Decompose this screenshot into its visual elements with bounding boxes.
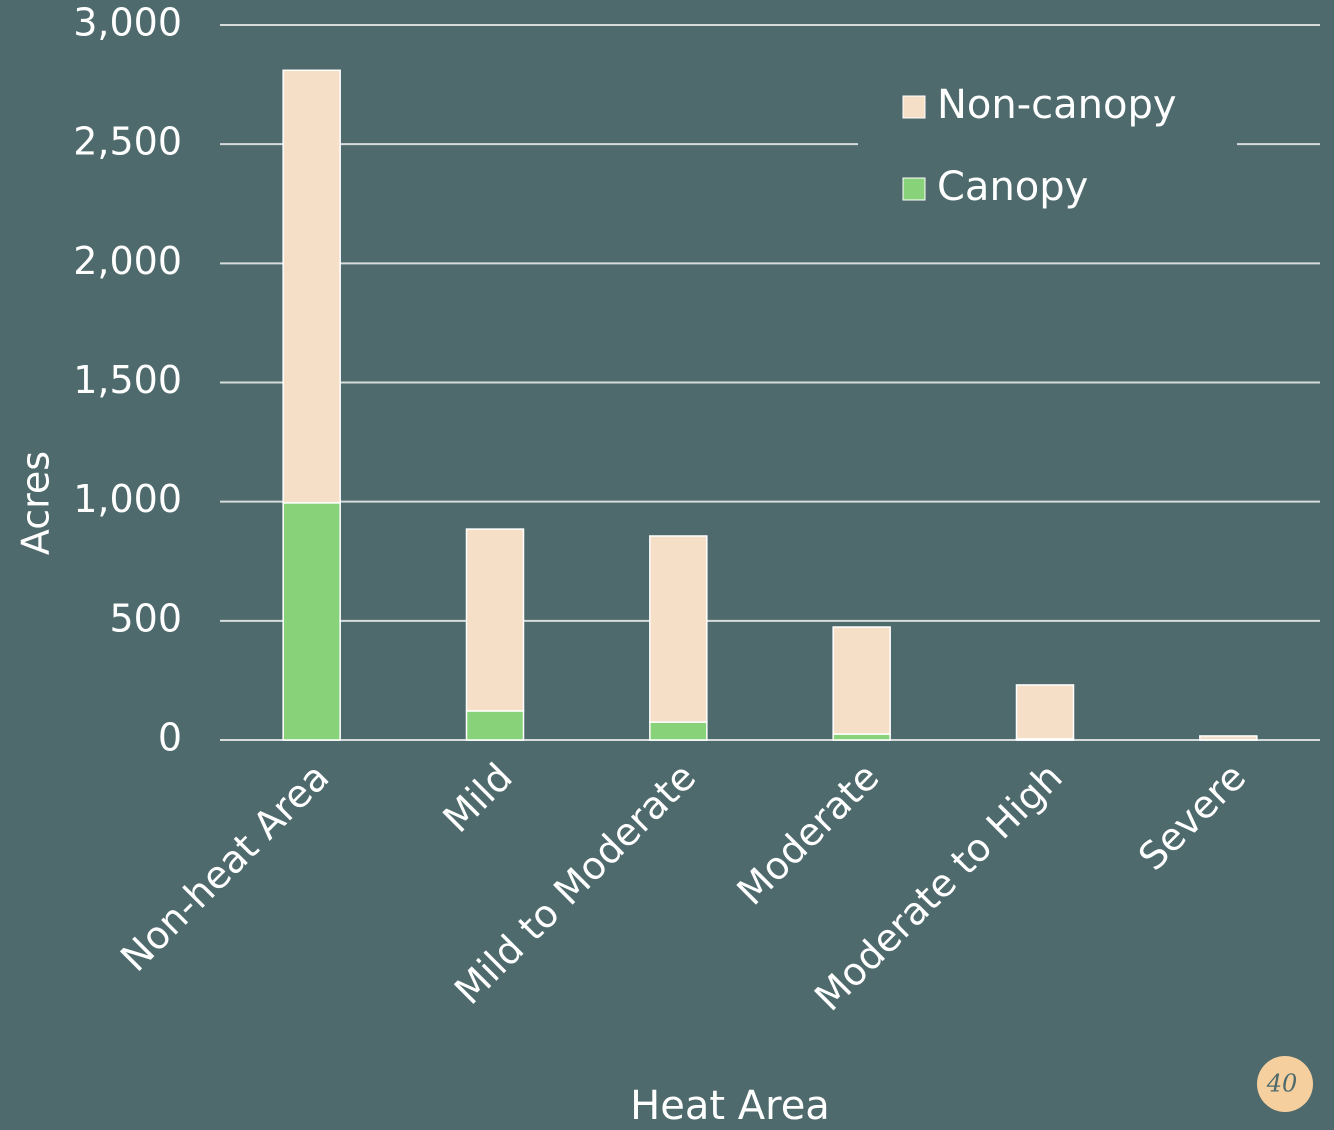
y-tick-label: 1,500 xyxy=(73,358,182,402)
bar-segment xyxy=(282,69,341,504)
bar-segment xyxy=(282,502,341,741)
bar-segment xyxy=(832,626,891,735)
y-tick-label: 500 xyxy=(109,596,182,640)
page-number: 40 xyxy=(1266,1070,1298,1098)
legend-label: Non-canopy xyxy=(937,82,1177,128)
x-axis-title: Heat Area xyxy=(630,1083,830,1129)
bar-segment xyxy=(1015,684,1075,740)
bar-segment xyxy=(832,733,891,741)
legend-swatch xyxy=(902,95,926,119)
bar-segment xyxy=(465,710,525,741)
legend-swatch xyxy=(902,177,926,201)
y-tick-label: 1,000 xyxy=(73,477,182,521)
y-tick-label: 2,500 xyxy=(73,120,182,164)
y-axis-title: Acres xyxy=(14,451,58,555)
page-badge xyxy=(1257,1056,1313,1112)
bar-segment xyxy=(649,535,708,723)
y-tick-label: 2,000 xyxy=(73,239,182,283)
y-tick-label: 0 xyxy=(158,716,182,760)
bar-segment xyxy=(649,721,708,741)
legend-label: Canopy xyxy=(937,164,1088,210)
y-tick-label: 3,000 xyxy=(73,1,182,45)
bar-segment xyxy=(465,528,525,712)
bar-segment xyxy=(1199,735,1258,741)
